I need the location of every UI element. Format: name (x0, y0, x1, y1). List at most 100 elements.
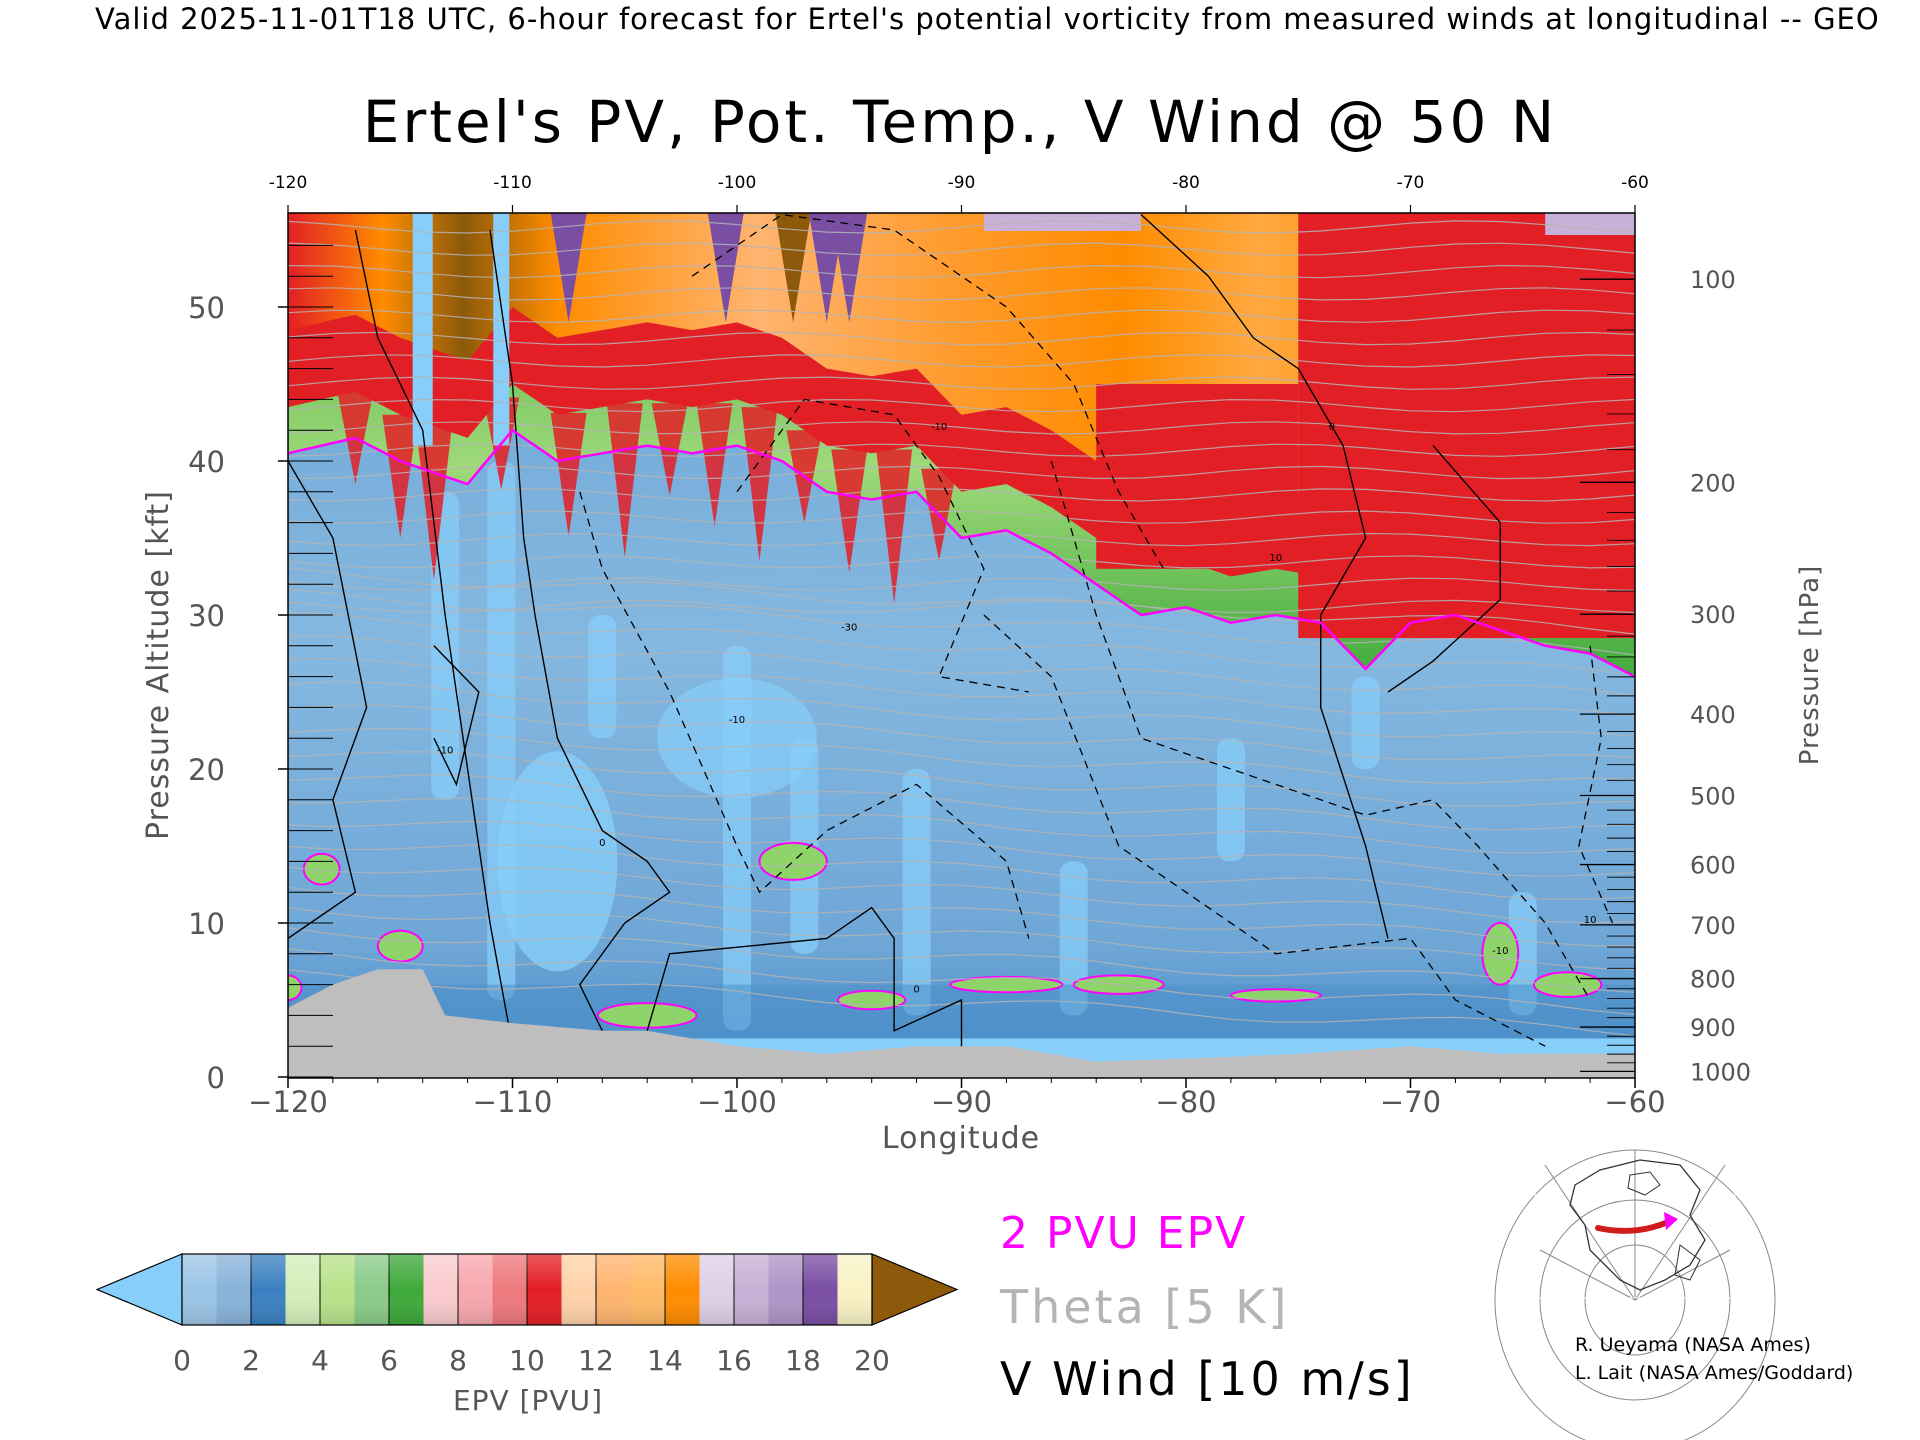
pv-fold (550, 412, 587, 537)
colorbar-tick-label: 4 (311, 1344, 329, 1377)
low-pv-streak (902, 769, 931, 1016)
v-wind-contour-positive (1387, 445, 1501, 693)
y-tick-label: 30 (188, 599, 225, 633)
plot-title: Ertel's PV, Pot. Temp., V Wind @ 50 N (362, 88, 1558, 156)
v-wind-contour-negative (1578, 645, 1614, 924)
v-wind-contour-positive (354, 229, 514, 1047)
theta-isentrope (288, 727, 1635, 784)
v-wind-contour-label: 0 (913, 984, 919, 995)
colorbar-tick-label: 14 (647, 1344, 683, 1377)
theta-isentrope (288, 331, 1635, 346)
theta-isentrope (288, 398, 1635, 413)
pressure-tick-label: 300 (1690, 601, 1736, 629)
pressure-tick-label: 500 (1690, 782, 1736, 810)
theta-isentropes (288, 220, 1635, 1037)
x-tick-label: −110 (473, 1085, 553, 1119)
x-tick-label: −100 (697, 1085, 777, 1119)
low-pv-streak (1216, 738, 1245, 862)
low-pv-region (657, 678, 817, 799)
top-x-tick-label: -110 (493, 173, 532, 193)
pv-fold (831, 449, 868, 573)
v-wind-contour-negative (579, 491, 1030, 939)
colorbar-tick-label: 6 (380, 1344, 398, 1377)
low-level-pv-anomaly (837, 989, 907, 1011)
theta-isentrope (288, 820, 1635, 877)
colorbar-tick-label: 12 (578, 1344, 614, 1377)
theta-isentrope (288, 567, 1635, 635)
theta-isentrope (288, 510, 1635, 524)
colorbar-label: EPV [PVU] (453, 1384, 603, 1417)
low-level-pv-anomaly (376, 929, 424, 963)
pv-fold (606, 403, 643, 558)
v-wind-contour-label: 10 (1584, 915, 1597, 926)
high-pv-cap (1545, 213, 1635, 235)
x-tick-label: −70 (1380, 1085, 1441, 1119)
x-tick-label: −60 (1604, 1085, 1665, 1119)
theta-isentrope (288, 866, 1635, 924)
theta-isentrope (288, 658, 1635, 717)
theta-isentrope (288, 599, 1635, 614)
low-pv-intrusion (493, 213, 510, 446)
v-wind-contour-label: 0 (599, 838, 605, 849)
theta-isentrope (288, 927, 1635, 993)
pv-fold (876, 449, 913, 604)
pressure-tick-label: 700 (1690, 912, 1736, 940)
pv-fold (382, 414, 419, 538)
v-wind-contour-positive (433, 645, 480, 787)
v-wind-contour-label: -10 (729, 715, 745, 726)
high-pv-core (1432, 214, 1568, 384)
top-x-tick-label: -80 (1172, 173, 1200, 193)
theta-isentrope (288, 264, 1635, 279)
colorbar: 0 2 4 6 8 10 12 14 16 18 20 (95, 1253, 959, 1377)
v-wind-contour-positive (646, 906, 963, 1062)
legend-theta: Theta [5 K] (1000, 1280, 1290, 1334)
v-wind-contour-label: -30 (841, 622, 857, 633)
track-direction-arrow (1664, 1212, 1678, 1230)
v-wind-contour-label: -10 (437, 746, 453, 757)
theta-isentrope (288, 634, 1635, 697)
y-tick-label: 10 (188, 907, 225, 941)
two-pvu-contour (288, 428, 1635, 678)
pressure-tick-label: 600 (1690, 852, 1736, 880)
y-tick-label: 20 (188, 753, 225, 787)
colorbar-tick-label: 2 (242, 1344, 260, 1377)
low-level-pv-anomaly (288, 974, 303, 1001)
colorbar-tick-label: 10 (509, 1344, 545, 1377)
legend-vwind: V Wind [10 m/s] (1000, 1352, 1415, 1406)
theta-isentrope (288, 797, 1635, 854)
locator-map (1494, 1147, 1776, 1440)
theta-isentrope (288, 309, 1635, 324)
legend-pv-contour: 2 PVU EPV (1000, 1208, 1248, 1259)
pressure-tick-label: 100 (1690, 266, 1736, 294)
v-wind-contour-label: -10 (931, 422, 947, 433)
x-tick-label: −90 (931, 1085, 992, 1119)
colorbar-border (181, 1253, 873, 1326)
axes: −120-120−110-110−100-100−90-90−80-80−70-… (188, 173, 1751, 1119)
top-x-tick-label: -120 (269, 173, 308, 193)
y-tick-label: 40 (188, 445, 225, 479)
theta-isentrope (288, 774, 1635, 831)
x-tick-label: −120 (248, 1085, 328, 1119)
pressure-tick-label: 900 (1690, 1014, 1736, 1042)
pv-fold (696, 403, 733, 527)
valid-time-line: Valid 2025-11-01T18 UTC, 6-hour forecast… (95, 2, 1880, 36)
v-wind-contour-positive (489, 229, 671, 1032)
theta-isentrope (288, 555, 1635, 569)
low-level-pv-anomaly (758, 841, 828, 881)
v-wind-contours: -10 0 0 -10 -30 -10 10 0 -10 10 (288, 213, 1614, 1062)
theta-isentrope (288, 844, 1635, 900)
theta-isentrope (288, 220, 1635, 234)
theta-isentrope (288, 443, 1635, 457)
theta-isentrope (288, 577, 1635, 591)
theta-isentrope (288, 948, 1635, 1016)
pv-spike (831, 213, 868, 323)
y-tick-label: 0 (207, 1061, 225, 1095)
pv-fold (741, 407, 778, 562)
colorbar-tick-label: 20 (854, 1344, 890, 1377)
colorbar-tick-label: 16 (716, 1344, 752, 1377)
theta-isentrope (288, 421, 1635, 435)
low-pv-streak (588, 615, 617, 739)
low-pv-streak (1351, 676, 1380, 769)
low-pv-streak (431, 491, 460, 800)
terrain-mask (288, 969, 1635, 1078)
